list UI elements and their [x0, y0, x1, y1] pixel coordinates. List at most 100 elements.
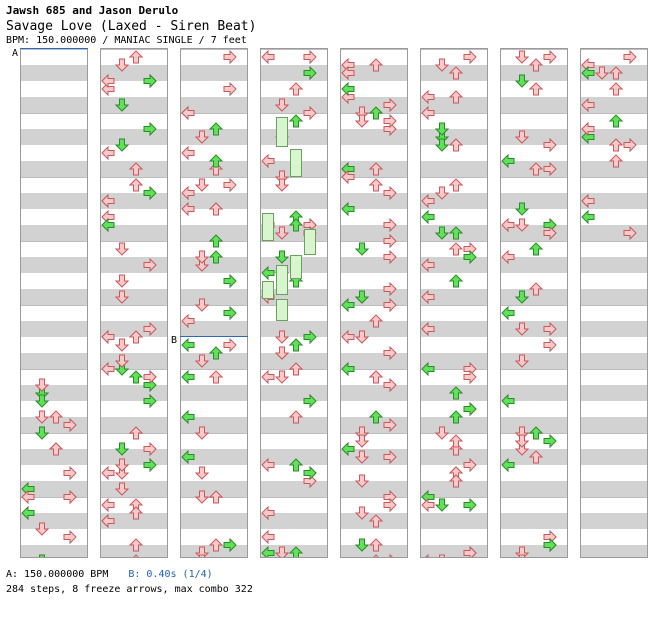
red-down-arrow-icon: [515, 218, 529, 232]
red-up-arrow-icon: [133, 554, 139, 557]
measure-line: [101, 305, 167, 306]
beat-stripe: [101, 97, 167, 113]
beat-stripe: [341, 385, 407, 401]
red-up-arrow-icon: [609, 138, 623, 152]
red-down-arrow-icon: [435, 186, 449, 200]
red-left-arrow-icon: [101, 498, 115, 512]
freeze-arrow: [290, 149, 302, 177]
green-left-arrow-icon: [501, 458, 515, 472]
green-left-arrow-icon: [181, 450, 195, 464]
marker-a-line: [20, 48, 88, 49]
green-up-arrow-icon: [449, 226, 463, 240]
beat-stripe: [421, 129, 487, 145]
measure-line: [101, 241, 167, 242]
red-left-arrow-icon: [181, 106, 195, 120]
beat-stripe: [21, 321, 87, 337]
measure-line: [421, 305, 487, 306]
green-down-arrow-icon: [35, 394, 49, 408]
measure-line: [581, 177, 647, 178]
red-left-arrow-icon: [261, 506, 275, 520]
red-down-arrow-icon: [355, 450, 369, 464]
beat-stripe: [581, 321, 647, 337]
beat-stripe: [581, 353, 647, 369]
red-right-arrow-icon: [223, 178, 237, 192]
green-right-arrow-icon: [543, 538, 557, 552]
green-up-arrow-icon: [369, 410, 383, 424]
red-up-arrow-icon: [369, 58, 383, 72]
beat-stripe: [181, 353, 247, 369]
beat-stripe: [501, 289, 567, 305]
freeze-arrow: [262, 213, 274, 241]
footer-timing: A: 150.000000 BPM B: 0.40s (1/4): [6, 569, 213, 580]
red-down-arrow-icon: [355, 506, 369, 520]
green-down-arrow-icon: [115, 98, 129, 112]
green-right-arrow-icon: [463, 250, 477, 264]
red-down-arrow-icon: [35, 410, 49, 424]
measure-line: [581, 305, 647, 306]
beat-stripe: [421, 417, 487, 433]
red-down-arrow-icon: [275, 98, 289, 112]
green-right-arrow-icon: [303, 66, 317, 80]
red-down-arrow-icon: [275, 370, 289, 384]
beat-stripe: [501, 545, 567, 557]
red-down-arrow-icon: [195, 178, 209, 192]
green-down-arrow-icon: [115, 138, 129, 152]
green-down-arrow-icon: [515, 74, 529, 88]
red-left-arrow-icon: [341, 66, 355, 80]
red-up-arrow-icon: [129, 426, 143, 440]
marker-a-label: A: [12, 48, 19, 59]
green-left-arrow-icon: [261, 546, 275, 557]
beat-stripe: [101, 353, 167, 369]
green-down-arrow-icon: [355, 290, 369, 304]
beat-stripe: [21, 449, 87, 465]
red-up-arrow-icon: [529, 58, 543, 72]
measure-line: [101, 497, 167, 498]
beat-stripe: [581, 161, 647, 177]
measure-line: [21, 433, 87, 434]
red-down-arrow-icon: [355, 330, 369, 344]
beat-stripe: [501, 513, 567, 529]
green-up-arrow-icon: [529, 426, 543, 440]
red-up-arrow-icon: [609, 154, 623, 168]
beat-stripe: [501, 385, 567, 401]
measure-line: [581, 113, 647, 114]
red-right-arrow-icon: [623, 50, 637, 64]
red-right-arrow-icon: [63, 466, 77, 480]
measure-line: [21, 113, 87, 114]
green-up-arrow-icon: [209, 346, 223, 360]
green-down-arrow-icon: [435, 498, 449, 512]
marker-b-label: B: [171, 335, 178, 346]
red-right-arrow-icon: [303, 50, 317, 64]
red-up-arrow-icon: [209, 490, 223, 504]
beat-stripe: [421, 513, 487, 529]
beat-stripe: [21, 545, 87, 557]
green-up-arrow-icon: [289, 546, 303, 557]
red-right-arrow-icon: [389, 554, 393, 557]
green-down-arrow-icon: [435, 122, 449, 136]
red-up-arrow-icon: [369, 178, 383, 192]
beat-stripe: [101, 449, 167, 465]
red-right-arrow-icon: [543, 138, 557, 152]
green-right-arrow-icon: [143, 122, 157, 136]
beat-stripe: [21, 513, 87, 529]
beat-stripe: [181, 193, 247, 209]
beat-stripe: [581, 481, 647, 497]
beat-stripe: [21, 65, 87, 81]
red-down-arrow-icon: [115, 58, 129, 72]
red-right-arrow-icon: [383, 346, 397, 360]
red-up-arrow-icon: [449, 90, 463, 104]
measure-line: [261, 113, 327, 114]
green-up-arrow-icon: [289, 458, 303, 472]
chart-column: [20, 48, 88, 558]
measure-line: [21, 241, 87, 242]
beat-stripe: [581, 97, 647, 113]
red-left-arrow-icon: [261, 370, 275, 384]
beat-stripe: [581, 385, 647, 401]
red-left-arrow-icon: [181, 146, 195, 160]
red-up-arrow-icon: [449, 178, 463, 192]
red-left-arrow-icon: [181, 202, 195, 216]
green-up-arrow-icon: [209, 250, 223, 264]
green-right-arrow-icon: [143, 186, 157, 200]
red-down-arrow-icon: [355, 114, 369, 128]
green-right-arrow-icon: [463, 402, 477, 416]
